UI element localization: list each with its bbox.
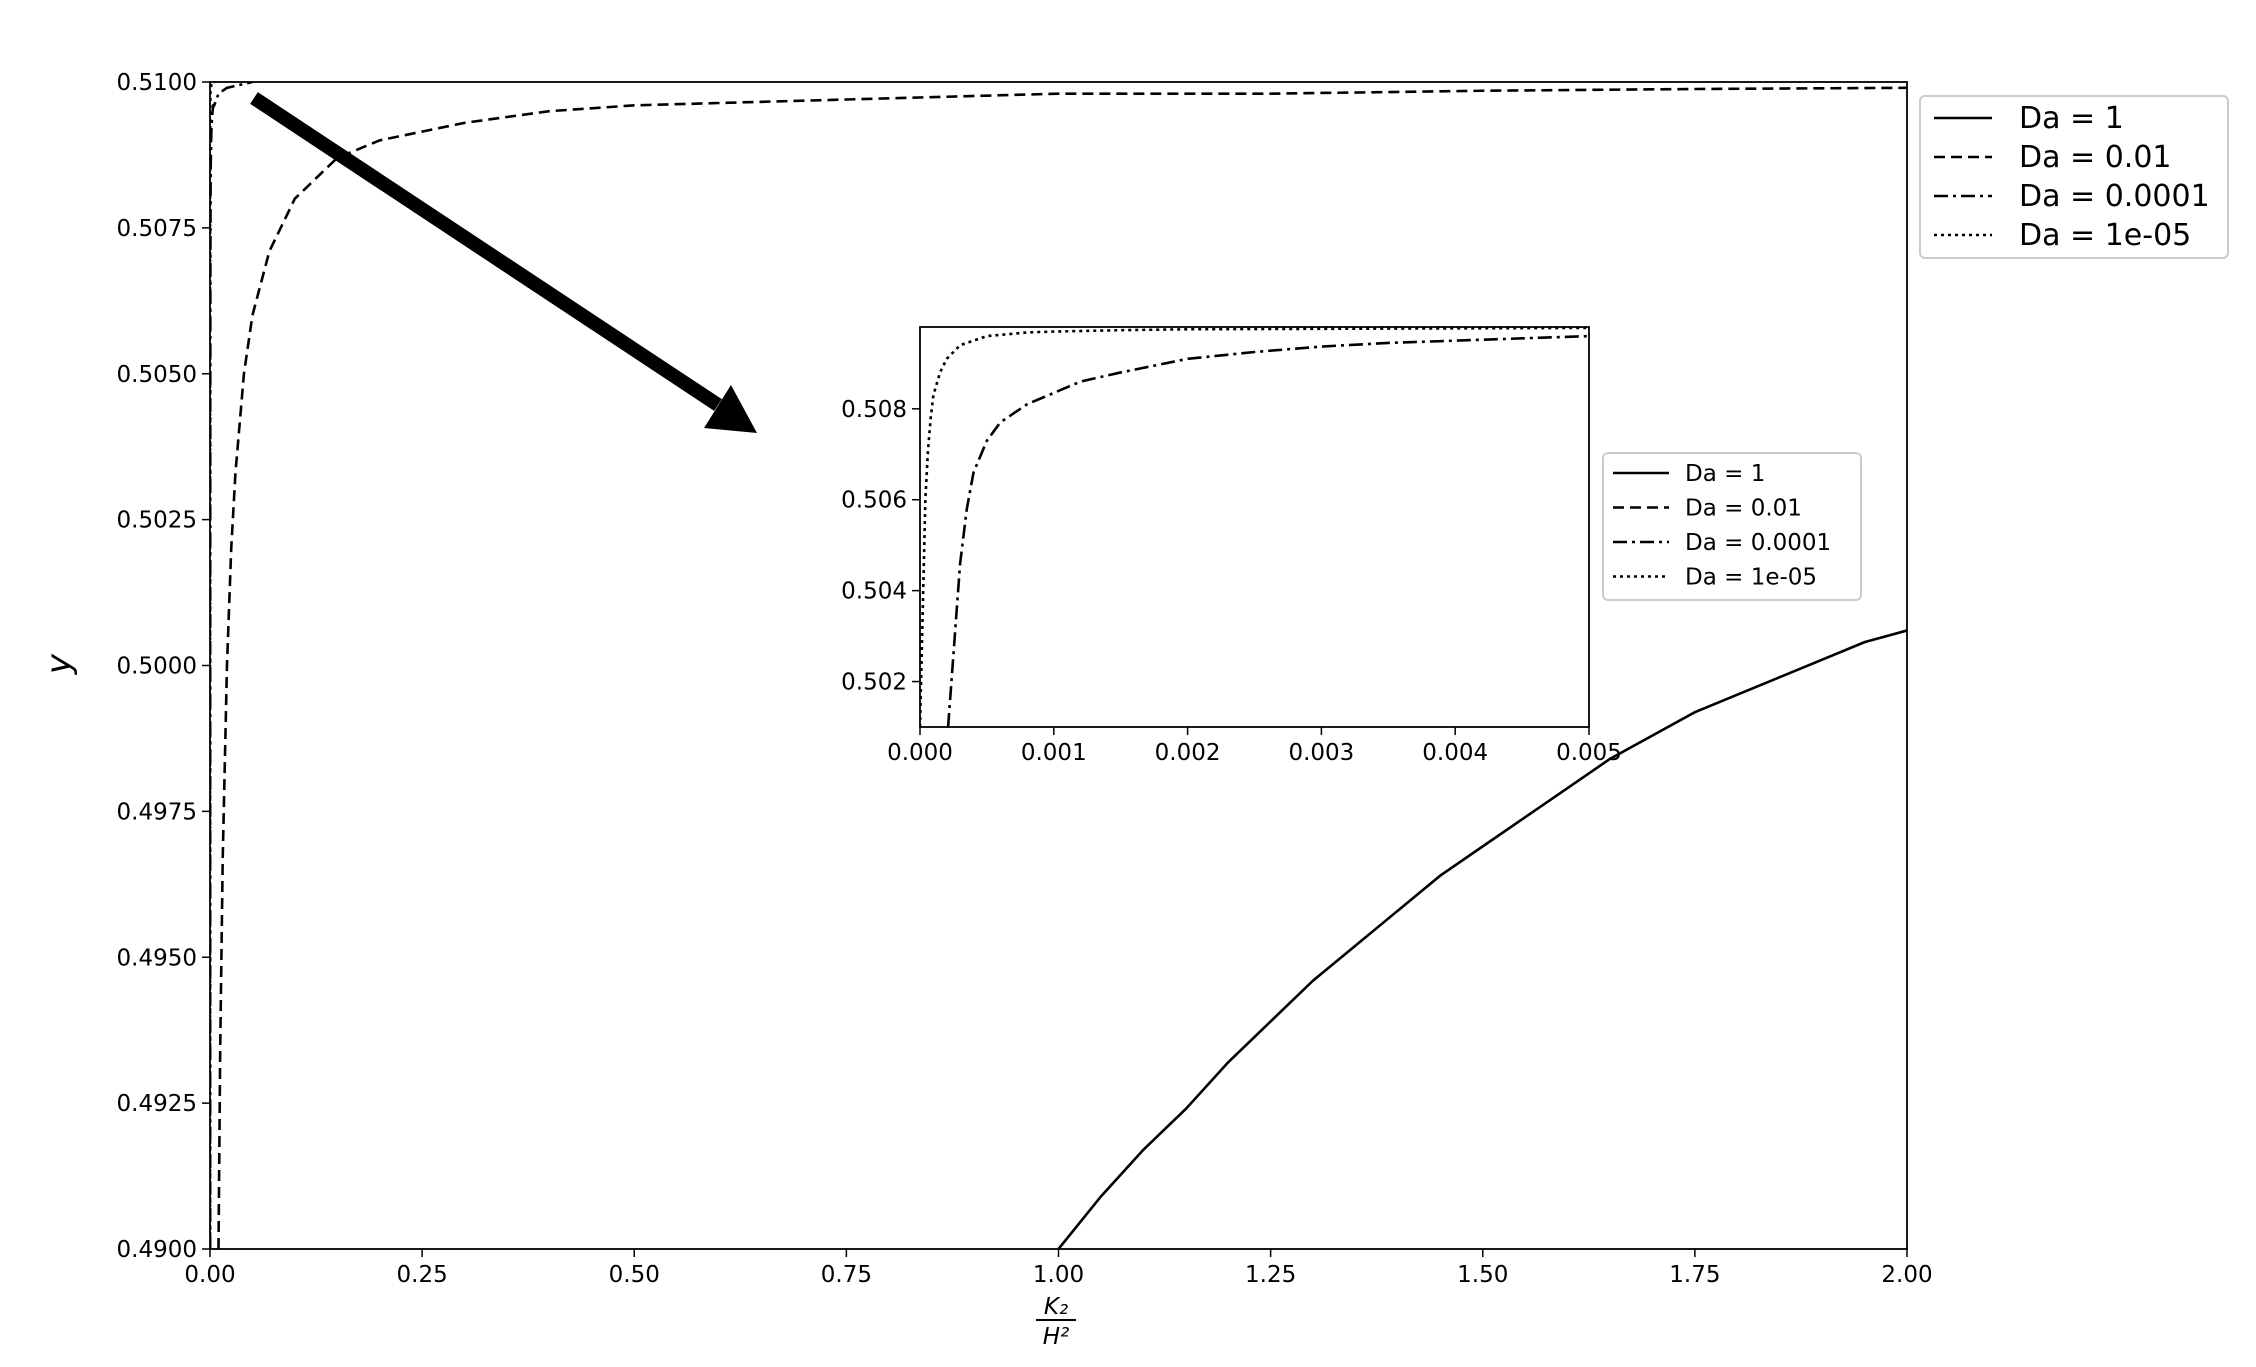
zoom-arrow-head — [704, 385, 757, 433]
main-y-tick-label: 0.5025 — [117, 508, 197, 534]
inset-y-tick-label: 0.502 — [841, 670, 907, 696]
main-y-tick-label: 0.4925 — [117, 1091, 197, 1117]
inset-series-da-1e-05 — [920, 327, 1589, 727]
inset-x-tick-label: 0.001 — [1021, 740, 1087, 766]
x-axis-label: K₂ H² — [1036, 1294, 1076, 1350]
main-y-tick-label: 0.5050 — [117, 362, 197, 388]
main-x-tick-label: 2.00 — [1881, 1262, 1932, 1288]
main-legend-label-da-1e-05: Da = 1e-05 — [2019, 218, 2191, 253]
main-y-tick-label: 0.4975 — [117, 799, 197, 825]
inset-x-tick-label: 0.003 — [1288, 740, 1354, 766]
x-axis-label-denominator: H² — [1043, 1324, 1070, 1350]
main-series-da-0-01 — [217, 86, 1907, 1249]
main-x-tick-label: 1.50 — [1457, 1262, 1508, 1288]
inset-legend-label-da-0-0001: Da = 0.0001 — [1685, 530, 1831, 556]
inset-plot-area — [920, 327, 1589, 727]
main-y-tick-label: 0.4900 — [117, 1237, 197, 1263]
main-legend-frame — [1919, 95, 2229, 259]
main-x-tick-label: 0.50 — [609, 1262, 660, 1288]
zoom-arrow-shaft — [250, 92, 722, 411]
inset-legend: Da = 1 Da = 0.01 Da = 0.0001 Da = 1e-05 — [1602, 452, 1862, 601]
inset-series-da-0-0001 — [946, 334, 1589, 727]
main-y-tick-label: 0.5100 — [117, 70, 197, 96]
inset-x-tick-label: 0.005 — [1556, 740, 1622, 766]
inset-y-tick-label: 0.508 — [841, 397, 907, 423]
main-legend-label-da-0-01: Da = 0.01 — [2019, 140, 2172, 175]
inset-legend-label-da-1: Da = 1 — [1685, 461, 1765, 487]
main-x-tick-label: 1.75 — [1669, 1262, 1720, 1288]
main-legend: Da = 1 Da = 0.01 Da = 0.0001 Da = 1e-05 — [1919, 95, 2229, 259]
main-y-tick-label: 0.4950 — [117, 945, 197, 971]
main-y-tick-label: 0.5075 — [117, 216, 197, 242]
main-series-da-1 — [1057, 629, 1907, 1249]
zoom-arrow — [250, 92, 757, 433]
inset-legend-label-da-1e-05: Da = 1e-05 — [1685, 565, 1817, 591]
inset-x-tick-label: 0.004 — [1422, 740, 1488, 766]
y-axis-label-text: y — [39, 653, 79, 675]
inset-y-tick-label: 0.504 — [841, 579, 907, 605]
main-y-tick-label: 0.5000 — [117, 654, 197, 680]
y-axis-label: y — [39, 653, 79, 675]
main-x-tick-label: 1.00 — [1033, 1262, 1084, 1288]
inset-legend-frame — [1602, 452, 1862, 601]
inset-legend-label-da-0-01: Da = 0.01 — [1685, 496, 1802, 522]
main-x-tick-label: 0.00 — [184, 1262, 235, 1288]
main-x-tick-label: 0.75 — [821, 1262, 872, 1288]
inset-chart: 0.000 0.001 0.002 0.003 0.004 0.005 0.502 0.504… — [841, 326, 1622, 766]
main-legend-label-da-1: Da = 1 — [2019, 101, 2124, 136]
main-x-tick-label: 0.25 — [397, 1262, 448, 1288]
main-series-da-1e-05 — [210, 82, 215, 1249]
inset-x-tick-label: 0.000 — [887, 740, 953, 766]
main-x-tick-label: 1.25 — [1245, 1262, 1296, 1288]
main-legend-label-da-0-0001: Da = 0.0001 — [2019, 179, 2210, 214]
x-axis-label-numerator: K₂ — [1044, 1294, 1068, 1320]
inset-frame — [919, 326, 1590, 728]
inset-y-tick-label: 0.506 — [841, 488, 907, 514]
main-frame — [209, 81, 1908, 1250]
inset-x-tick-label: 0.002 — [1155, 740, 1221, 766]
